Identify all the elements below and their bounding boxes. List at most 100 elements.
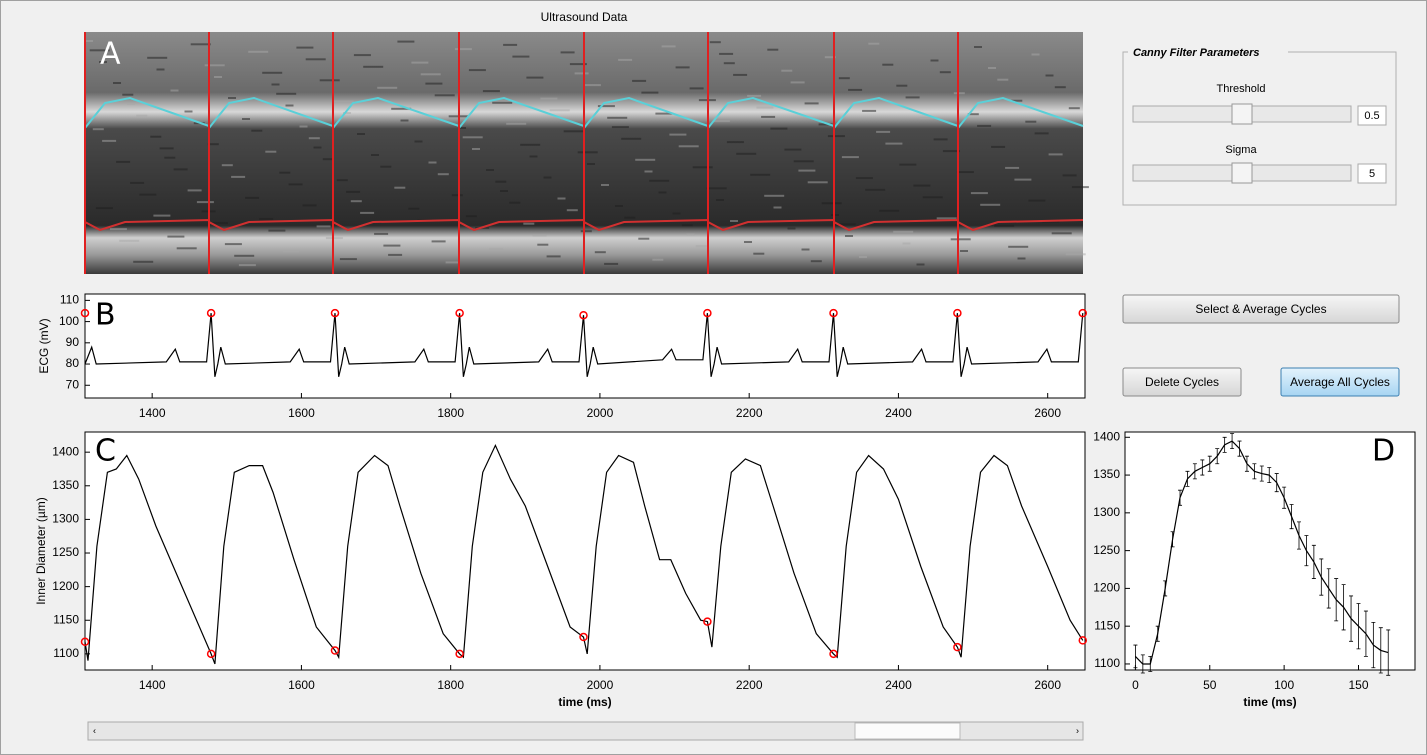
speckle — [279, 171, 291, 174]
slider-label: Sigma — [1225, 144, 1257, 156]
speckle — [350, 200, 362, 203]
x-tick-label: 2000 — [587, 678, 614, 692]
speckle — [824, 56, 836, 59]
sigma-slider[interactable] — [1132, 162, 1352, 184]
speckle — [1045, 74, 1054, 77]
speckle — [798, 169, 816, 172]
speckle — [495, 180, 507, 183]
button[interactable]: Delete Cycles — [1122, 367, 1242, 397]
speckle — [977, 124, 992, 127]
x-tick-label: 2600 — [1034, 406, 1061, 420]
cycle-marker — [703, 308, 712, 318]
plot-area — [84, 431, 1086, 671]
speckle — [482, 90, 500, 93]
speckle — [607, 116, 628, 119]
y-tick-label: 90 — [66, 335, 80, 349]
x-axis-label: time (ms) — [1243, 695, 1296, 709]
x-tick-label: 1400 — [139, 678, 166, 692]
speckle — [733, 73, 748, 76]
speckle — [845, 235, 853, 237]
threshold-slider[interactable] — [1132, 103, 1352, 125]
panel-label: A — [100, 37, 121, 72]
speckle — [574, 72, 589, 75]
button[interactable]: Select & Average Cycles — [1122, 294, 1400, 324]
speckle — [228, 97, 236, 99]
x-tick-label: 0 — [1132, 678, 1139, 692]
speckle — [563, 130, 584, 133]
speckle — [773, 206, 782, 209]
speckle — [305, 58, 326, 61]
speckle — [353, 54, 371, 57]
speckle — [454, 48, 472, 51]
speckle — [764, 194, 785, 197]
speckle — [437, 173, 449, 176]
speckle — [801, 248, 810, 251]
speckle — [122, 93, 134, 96]
speckle — [451, 194, 463, 197]
speckle — [204, 64, 225, 67]
speckle — [848, 88, 863, 91]
speckle — [1071, 186, 1089, 189]
speckle — [133, 260, 154, 263]
cycle-marker — [455, 649, 464, 659]
speckle — [210, 222, 228, 225]
y-tick-label: 1300 — [52, 512, 79, 526]
speckle — [719, 52, 734, 55]
y-tick-label: 1400 — [1093, 429, 1120, 443]
cycle-marker — [1078, 308, 1088, 318]
speckle — [661, 45, 676, 48]
speckle — [207, 143, 219, 146]
speckle — [532, 234, 547, 237]
speckle — [503, 43, 518, 46]
y-tick-label: 1150 — [53, 612, 79, 626]
speckle — [862, 109, 877, 112]
speckle — [882, 63, 894, 66]
value-box[interactable] — [1357, 163, 1387, 184]
speckle — [434, 94, 455, 97]
speckle — [988, 67, 996, 69]
y-tick-label: 1400 — [52, 444, 79, 458]
scrollbar[interactable]: ‹ › — [87, 721, 1084, 741]
speckle — [187, 189, 202, 192]
speckle — [767, 48, 779, 51]
speckle — [136, 114, 148, 117]
button[interactable]: Average All Cycles — [1280, 367, 1400, 397]
speckle — [621, 137, 642, 140]
speckle — [649, 179, 670, 182]
speckle — [1005, 166, 1020, 169]
speckle — [970, 192, 988, 195]
speckle — [173, 168, 188, 171]
speckle — [753, 252, 765, 255]
speckle — [540, 97, 558, 100]
speckle — [953, 92, 965, 95]
speckle — [601, 184, 609, 186]
speckle — [933, 138, 948, 141]
speckle — [893, 230, 914, 233]
speckle — [302, 204, 317, 207]
value-box[interactable] — [1357, 105, 1387, 126]
speckle — [509, 201, 521, 204]
x-tick-label: 2200 — [736, 406, 763, 420]
speckle — [756, 106, 774, 109]
speckle — [838, 77, 850, 80]
speckle — [147, 56, 168, 59]
speckle — [458, 127, 466, 129]
speckle — [635, 158, 656, 161]
speckle — [109, 228, 127, 231]
speckle — [747, 94, 762, 97]
speckle — [723, 62, 735, 65]
speckle — [156, 68, 165, 71]
speckle — [259, 217, 274, 220]
speckle — [716, 199, 724, 201]
speckle — [346, 190, 361, 193]
speckle — [127, 103, 135, 105]
speckle — [686, 233, 695, 236]
speckle — [669, 133, 687, 136]
panel-label: C — [95, 434, 116, 469]
ultrasound-title: Ultrasound Data — [541, 10, 628, 24]
y-tick-label: 70 — [66, 377, 80, 391]
speckle — [251, 129, 263, 132]
speckle — [492, 101, 513, 104]
speckle — [420, 73, 441, 76]
speckle — [1068, 107, 1080, 110]
